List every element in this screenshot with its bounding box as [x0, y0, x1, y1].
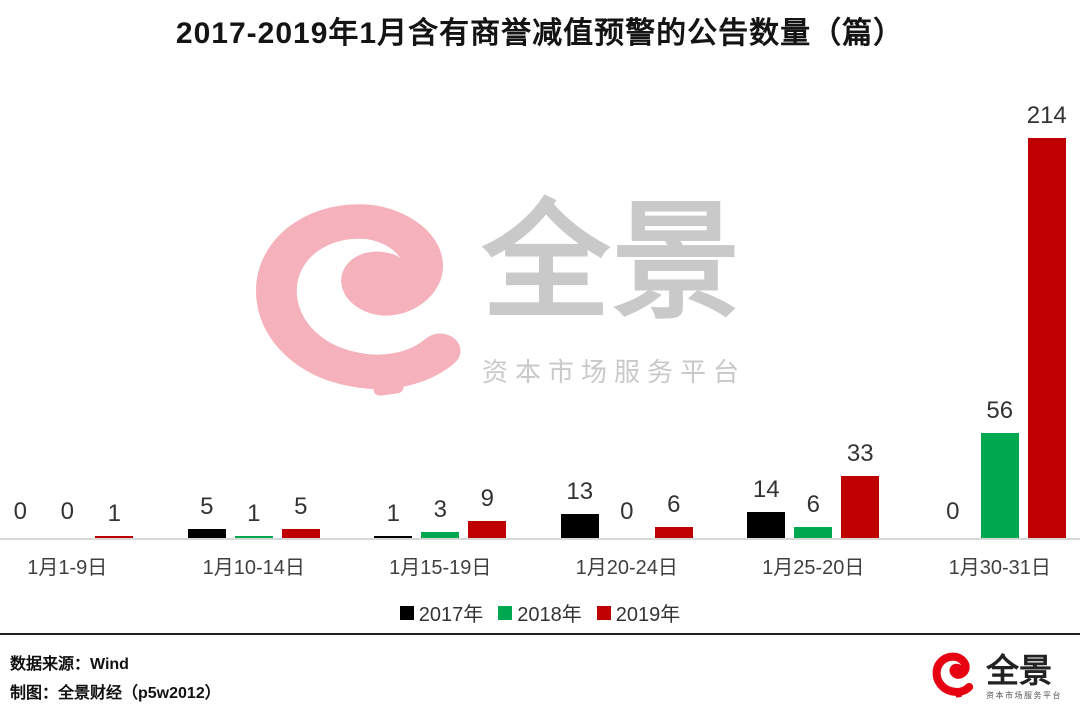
bar-value-label: 33	[846, 439, 874, 467]
bar-slot: 13	[560, 477, 599, 538]
x-axis-label: 1月15-19日	[389, 557, 492, 579]
bar-slot: 5	[187, 492, 226, 538]
watermark-tagline: 资本市场服务平台	[482, 357, 747, 388]
x-axis-label: 1月20-24日	[575, 557, 678, 579]
bar	[281, 529, 320, 538]
watermark-brand: 全景	[482, 191, 743, 334]
bar-slot: 1	[95, 499, 134, 538]
bar-group: 0 56 214	[907, 101, 1080, 538]
bar-slot: 0	[608, 497, 646, 538]
bar-chart-plot: 0 0 1 5 1 5 1 3 9 13 0 6 14 6 33 0 56 214	[0, 90, 1080, 540]
x-axis-labels: 1月1-9日 1月10-14日 1月15-19日 1月20-24日 1月25-20日 1月…	[0, 551, 1080, 580]
legend-swatch	[399, 605, 414, 620]
bar	[95, 536, 134, 538]
bar-value-label: 0	[13, 497, 27, 525]
x-axis-label: 1月1-9日	[27, 557, 108, 579]
bar-slot: 14	[747, 475, 786, 538]
bar-slot: 6	[654, 490, 693, 538]
bar	[421, 532, 460, 538]
bar-value-label: 3	[433, 495, 447, 523]
bar	[374, 536, 413, 538]
bar-slot: 56	[980, 396, 1019, 538]
chart-legend: 2017年 2018年 2019年	[0, 598, 1080, 627]
x-axis-label: 1月25-20日	[762, 557, 865, 579]
legend-label: 2017年	[418, 604, 484, 626]
bar-slot: 0	[1, 497, 39, 538]
bar-slot: 9	[468, 484, 507, 538]
x-axis-label: 1月30-31日	[948, 557, 1051, 579]
legend-label: 2019年	[615, 604, 681, 626]
bar	[234, 536, 273, 538]
bar-slot: 5	[281, 492, 320, 538]
watermark-text-block: 全景 资本市场服务平台	[482, 191, 842, 389]
bar	[654, 527, 693, 538]
credit-text: 制图：全景财经（p5w2012）	[10, 685, 221, 702]
bar-group: 14 6 33	[720, 439, 907, 538]
bar-slot: 0	[48, 497, 86, 538]
bar-value-label: 0	[946, 497, 960, 525]
bar-slot: 3	[421, 495, 460, 538]
bar-slot: 6	[794, 490, 833, 538]
logo-brand: 全景	[986, 652, 1052, 689]
panorama-logo: 全景 资本市场服务平台	[927, 646, 1062, 701]
bar-slot: 1	[374, 499, 413, 538]
chart-title: 2017-2019年1月含有商誉减值预警的公告数量（篇）	[175, 17, 905, 50]
bar	[794, 527, 833, 538]
panorama-swirl-watermark-icon	[256, 204, 461, 396]
logo-text-block: 全景 资本市场服务平台	[986, 646, 1062, 701]
bar-value-label: 14	[752, 475, 780, 503]
x-axis-label: 1月10-14日	[202, 557, 305, 579]
bar	[560, 514, 599, 538]
bar-value-label: 5	[294, 492, 308, 520]
bar-group: 1 3 9	[347, 484, 534, 538]
bar-slot: 33	[841, 439, 880, 538]
legend-swatch	[498, 605, 513, 620]
legend-swatch	[596, 605, 611, 620]
legend-item: 2019年	[596, 598, 681, 627]
bar-slot: 214	[1026, 101, 1067, 538]
panorama-swirl-logo-icon	[932, 652, 974, 698]
bar-value-label: 1	[386, 499, 400, 527]
bar	[841, 476, 880, 538]
bar-slot: 0	[934, 497, 972, 538]
bar-slot: 1	[234, 499, 273, 538]
bar-group: 13 0 6	[534, 477, 721, 538]
bar-value-label: 56	[986, 396, 1014, 424]
bar	[468, 521, 507, 538]
bar	[1027, 138, 1066, 538]
bar-value-label: 0	[620, 497, 634, 525]
bar-value-label: 6	[806, 490, 820, 518]
bar-value-label: 9	[480, 484, 494, 512]
bar	[187, 529, 226, 538]
bar-value-label: 6	[667, 490, 681, 518]
bar-value-label: 214	[1026, 101, 1067, 129]
legend-item: 2018年	[498, 598, 582, 627]
bar-value-label: 13	[566, 477, 594, 505]
legend-label: 2018年	[517, 604, 582, 626]
bar-value-label: 5	[200, 492, 214, 520]
bar-value-label: 0	[60, 497, 74, 525]
bar-value-label: 1	[247, 499, 261, 527]
data-source-text: 数据来源：Wind	[10, 656, 129, 673]
bar-group: 0 0 1	[0, 497, 161, 538]
logo-tagline: 资本市场服务平台	[986, 691, 1062, 700]
footer-divider	[0, 633, 1080, 635]
bar	[980, 433, 1019, 538]
legend-item: 2017年	[399, 598, 484, 627]
bar-value-label: 1	[107, 499, 121, 527]
bar-group: 5 1 5	[161, 492, 348, 538]
bar	[747, 512, 786, 538]
